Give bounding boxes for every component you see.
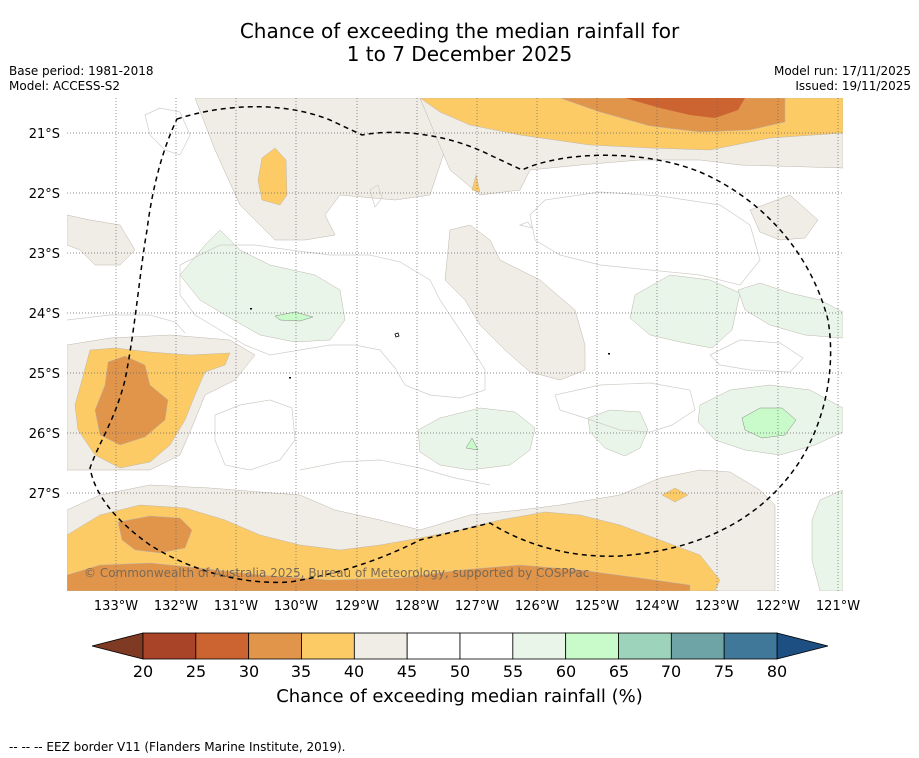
eez-legend-note: -- -- -- EEZ border V11 (Flanders Marine…: [9, 740, 346, 754]
gridlines: [67, 98, 843, 591]
lat-label: 23°S: [29, 247, 60, 262]
eez-border: [89, 105, 832, 584]
lat-label: 27°S: [29, 487, 60, 502]
colorbar-title: Chance of exceeding median rainfall (%): [276, 686, 643, 707]
colorbar-cell: [195, 632, 250, 660]
colorbar-cell: [723, 632, 778, 660]
colorbar-over-arrow: [776, 632, 829, 660]
colorbar-cell: [670, 632, 725, 660]
lon-label: 126°W: [515, 599, 559, 614]
colorbar-cell: [565, 632, 619, 660]
lon-label: 123°W: [695, 599, 739, 614]
colorbar-cell: [512, 632, 567, 660]
colorbar-tick-label: 20: [132, 662, 154, 681]
map-plot-area: © Commonwealth of Australia 2025, Bureau…: [67, 98, 843, 591]
colorbar-tick-label: 50: [449, 662, 471, 681]
lon-label: 127°W: [455, 599, 499, 614]
colorbar: [91, 632, 829, 660]
lon-label: 122°W: [756, 599, 800, 614]
lon-label: 125°W: [575, 599, 619, 614]
lat-label: 22°S: [29, 187, 60, 202]
lon-label: 130°W: [274, 599, 318, 614]
band-25-30: [625, 98, 745, 118]
band-55-60: [179, 229, 843, 591]
base-period: Base period: 1981-2018: [9, 64, 154, 78]
colorbar-cell: [248, 632, 302, 660]
lon-label: 129°W: [335, 599, 379, 614]
lat-label: 25°S: [29, 367, 60, 382]
issued-date: Issued: 19/11/2025: [795, 79, 911, 93]
lon-label: 124°W: [635, 599, 679, 614]
colorbar-tick-label: 55: [502, 662, 524, 681]
colorbar-tick-label: 40: [343, 662, 365, 681]
model-run: Model run: 17/11/2025: [773, 64, 911, 78]
lon-label: 132°W: [154, 599, 198, 614]
colorbar-tick-label: 60: [555, 662, 577, 681]
colorbar-cell: [406, 632, 461, 660]
colorbar-cell: [353, 632, 408, 660]
colorbar-tick-label: 65: [608, 662, 630, 681]
colorbar-tick-label: 80: [766, 662, 788, 681]
colorbar-cell: [301, 632, 355, 660]
colorbar-under-arrow: [91, 632, 144, 660]
colorbar-tick-label: 25: [185, 662, 207, 681]
colorbar-tick-label: 75: [713, 662, 735, 681]
lat-label: 24°S: [29, 307, 60, 322]
colorbar-cell: [618, 632, 672, 660]
lon-label: 128°W: [395, 599, 439, 614]
lon-label: 121°W: [816, 599, 860, 614]
island-marks: [250, 308, 610, 379]
colorbar-cell: [142, 632, 197, 660]
contour-lines: [67, 107, 804, 486]
latitude-labels: 21°S 22°S 23°S 24°S 25°S 26°S 27°S: [29, 127, 60, 502]
lat-label: 21°S: [29, 127, 60, 142]
map-title-line2: 1 to 7 December 2025: [346, 42, 573, 66]
lon-label: 131°W: [214, 599, 258, 614]
copyright-notice: © Commonwealth of Australia 2025, Bureau…: [84, 566, 589, 580]
lon-label: 133°W: [94, 599, 138, 614]
longitude-labels: 133°W 132°W 131°W 130°W 129°W 128°W 127°…: [94, 599, 860, 614]
colorbar-tick-label: 70: [660, 662, 682, 681]
colorbar-tick-label: 30: [238, 662, 260, 681]
map-title-line1: Chance of exceeding the median rainfall …: [239, 19, 680, 43]
colorbar-tick-label: 35: [290, 662, 312, 681]
band-60-65: [274, 311, 797, 451]
model-name: Model: ACCESS-S2: [9, 79, 121, 93]
colorbar-tick-label: 45: [396, 662, 418, 681]
colorbar-cell: [459, 632, 514, 660]
lat-label: 26°S: [29, 427, 60, 442]
